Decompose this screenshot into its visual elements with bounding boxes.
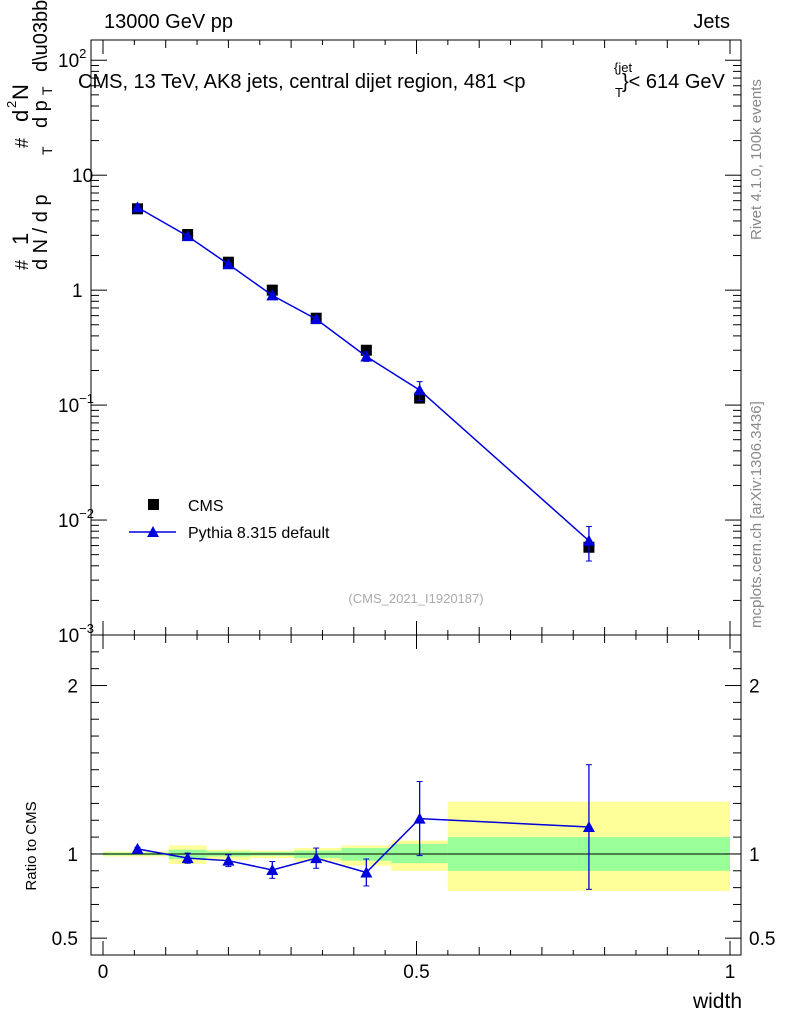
x-axis-label: width bbox=[692, 990, 742, 1013]
analysis-watermark: (CMS_2021_I1920187) bbox=[348, 591, 483, 606]
ratio-point bbox=[222, 854, 235, 866]
svg-text:# 1: # 1 bbox=[8, 233, 33, 270]
legend-mc-label: Pythia 8.315 default bbox=[188, 525, 330, 542]
legend-cms-label: CMS bbox=[188, 498, 224, 515]
ratio-y-tick-label-right-2: 2 bbox=[749, 677, 760, 698]
svg-text:d\u03bb: d\u03bb bbox=[30, 0, 52, 72]
mc-point bbox=[181, 230, 194, 242]
cms-point bbox=[360, 344, 372, 356]
chart-title: CMS, 13 TeV, AK8 jets, central dijet reg… bbox=[78, 60, 726, 100]
ratio-bands bbox=[103, 801, 730, 891]
ylabel-prefix: # bbox=[12, 260, 32, 270]
svg-text:}< 614 GeV: }< 614 GeV bbox=[622, 71, 726, 93]
ratio-line bbox=[137, 817, 589, 874]
rivet-version-label: Rivet 4.1.0, 100k events bbox=[748, 79, 765, 240]
ratio-y-tick-label-right-1: 1 bbox=[749, 845, 760, 866]
ratio-y-tick-label-right-0: 0.5 bbox=[749, 929, 775, 950]
y-tick-label-5: 102 bbox=[58, 46, 86, 72]
y-tick-label-2: 10−1 bbox=[58, 391, 94, 417]
svg-text:N: N bbox=[8, 84, 33, 100]
ratio-point bbox=[360, 866, 373, 878]
y-tick-label-3: 1 bbox=[72, 281, 83, 302]
mc-point bbox=[266, 289, 279, 301]
x-tick-label-0: 0 bbox=[98, 962, 109, 983]
data-layer bbox=[131, 201, 595, 890]
mc-point bbox=[131, 201, 144, 213]
svg-text:T: T bbox=[615, 85, 623, 100]
ratio-y-tick-label-left-0: 0.5 bbox=[52, 929, 78, 950]
svg-text:T: T bbox=[39, 86, 55, 95]
x-tick-label-2: 1 bbox=[725, 962, 736, 983]
ratio-y-axis-label: Ratio to CMS bbox=[23, 801, 40, 890]
ratio-point bbox=[266, 863, 279, 875]
y-tick-label-4: 10 bbox=[72, 166, 93, 187]
mc-point bbox=[582, 534, 595, 546]
mc-line bbox=[137, 206, 590, 542]
legend-cms-marker bbox=[148, 499, 159, 510]
mc-point bbox=[413, 384, 426, 396]
svg-text:d N / d p: d N / d p bbox=[30, 194, 52, 270]
header-category: Jets bbox=[693, 11, 730, 33]
legend-mc-marker bbox=[147, 526, 159, 537]
svg-text:CMS, 13 TeV, AK8 jets, central: CMS, 13 TeV, AK8 jets, central dijet reg… bbox=[78, 71, 526, 93]
ratio-y-tick-label-left-1: 1 bbox=[67, 845, 78, 866]
axes: 0 0.5 1 10−3 10−2 10−1 1 10 102 0.5 0.5 1 1 2 2 bbox=[52, 39, 775, 983]
y-tick-label-0: 10−3 bbox=[58, 621, 94, 647]
mc-point bbox=[222, 258, 235, 270]
ratio-point bbox=[181, 852, 194, 864]
mc-point bbox=[310, 313, 323, 325]
ratio-panel-frame bbox=[90, 634, 742, 956]
svg-text:#: # bbox=[12, 138, 32, 148]
ratio-point bbox=[131, 842, 144, 854]
mc-point bbox=[360, 350, 373, 362]
x-tick-label-1: 0.5 bbox=[403, 962, 429, 983]
mcplots-label: mcplots.cern.ch [arXiv:1306.3436] bbox=[748, 401, 765, 628]
ratio-point bbox=[582, 821, 595, 832]
legend: CMS Pythia 8.315 default bbox=[129, 498, 330, 542]
svg-text:T: T bbox=[39, 146, 55, 155]
main-panel-frame bbox=[90, 39, 742, 636]
svg-text:2: 2 bbox=[4, 101, 19, 108]
svg-text:d: d bbox=[8, 110, 33, 122]
main-y-axis-label: # 1 d N / d p T # d 2 N d p T d\u03bb bbox=[4, 0, 55, 270]
svg-text:{jet: {jet bbox=[614, 60, 632, 75]
ratio-y-tick-label-left-2: 2 bbox=[67, 677, 78, 698]
header-energy: 13000 GeV pp bbox=[104, 11, 233, 33]
y-tick-label-1: 10−2 bbox=[58, 506, 94, 532]
ratio-point bbox=[310, 852, 323, 864]
svg-text:d p: d p bbox=[30, 100, 52, 128]
ratio-point bbox=[413, 812, 426, 824]
